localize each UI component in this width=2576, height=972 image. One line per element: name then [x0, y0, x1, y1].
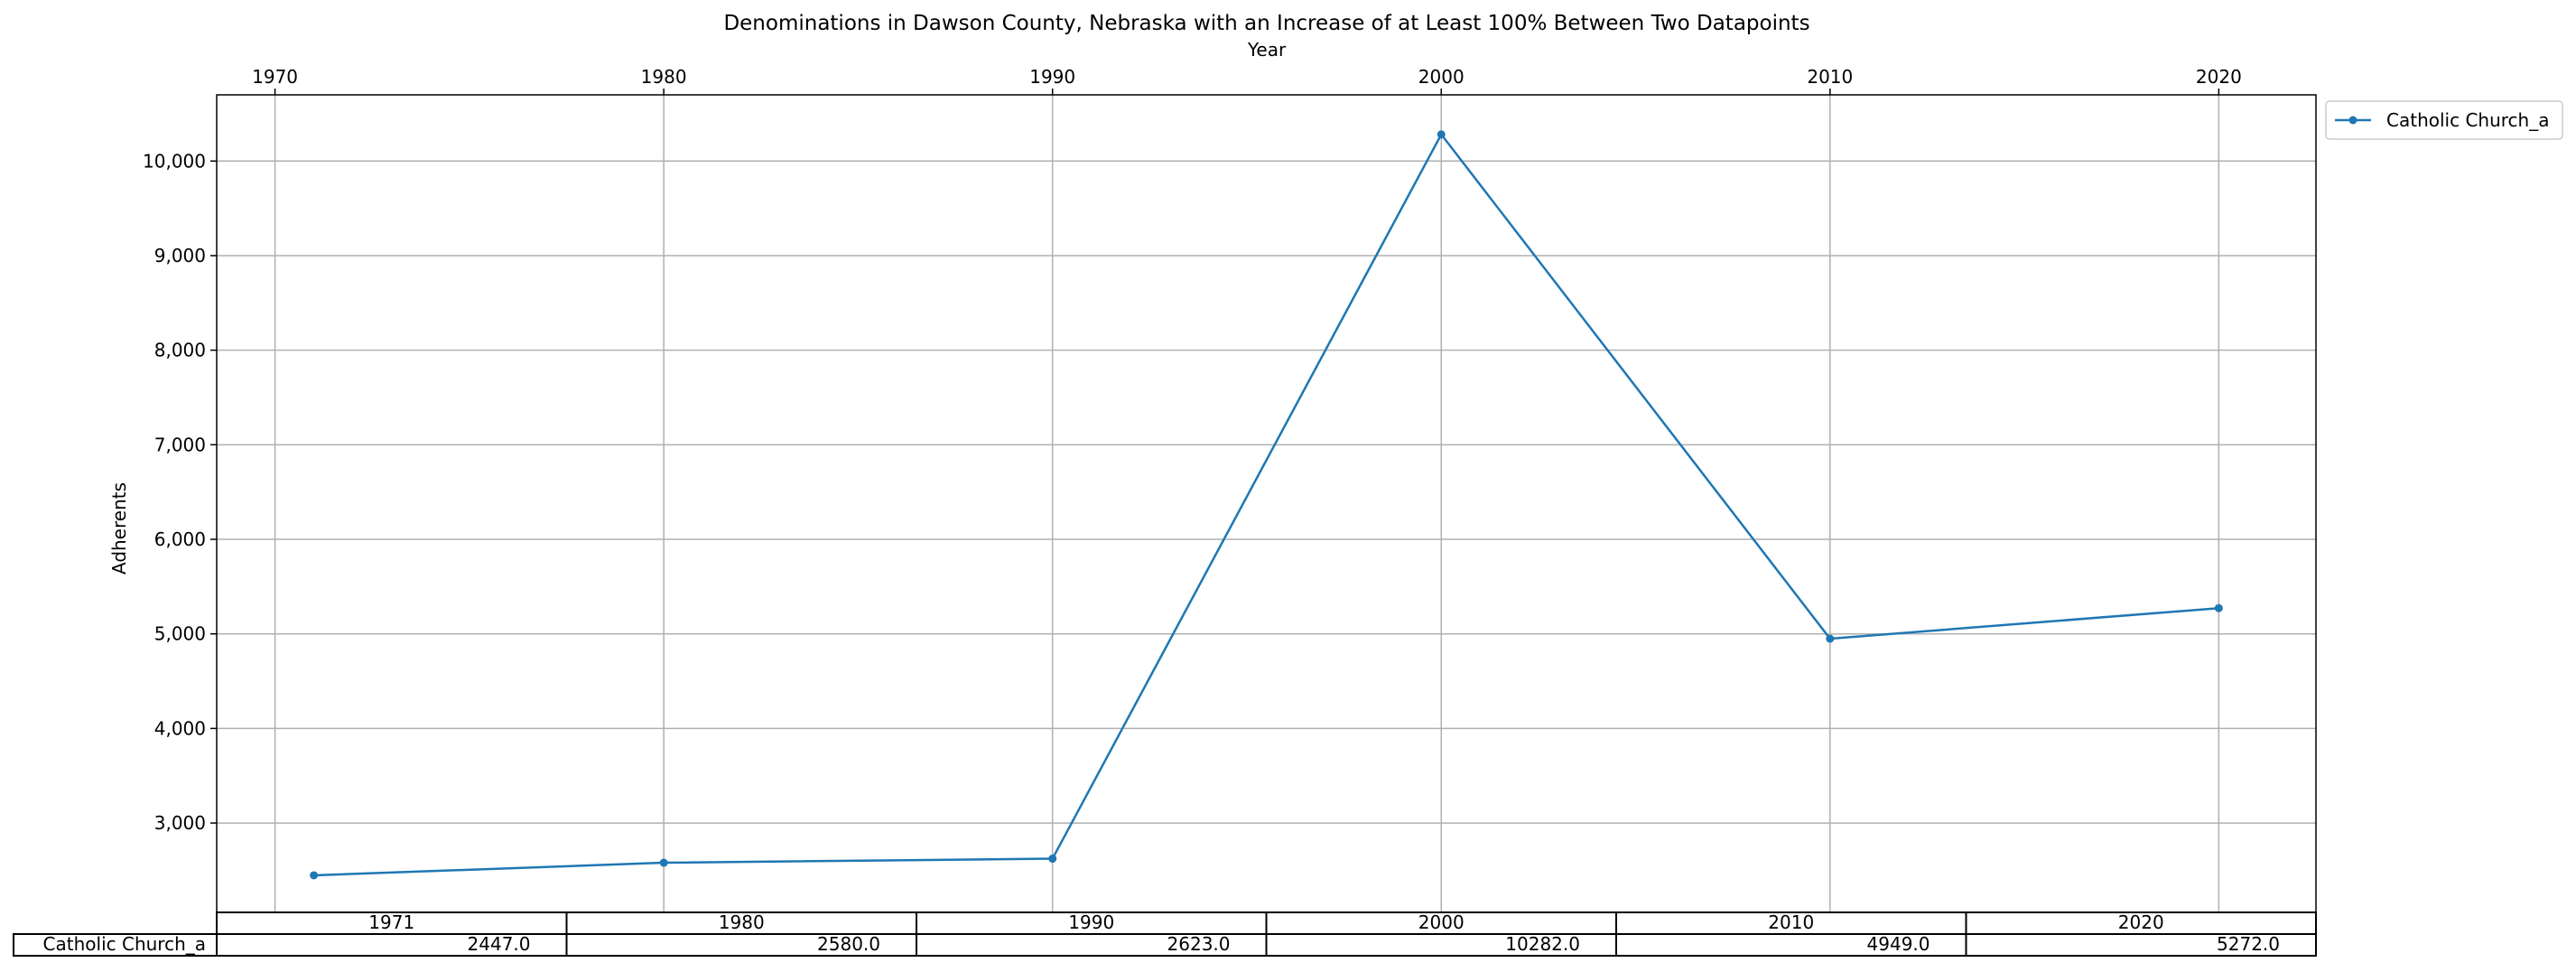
- table-cell: 4949.0: [1867, 933, 1930, 955]
- x-tick-label: 1970: [252, 66, 298, 88]
- table-col-header: 1971: [368, 911, 414, 933]
- x-axis-ticks: 1970 1980 1990 2000 2010 2020: [252, 66, 2242, 95]
- data-point: [1048, 855, 1057, 864]
- y-axis-ticks: 3,000 4,000 5,000 6,000 7,000 8,000 9,000 10,00…: [143, 150, 217, 834]
- table-col-header: 2010: [1768, 911, 1814, 933]
- y-tick-label: 7,000: [154, 434, 206, 455]
- legend-marker: [2348, 116, 2357, 125]
- y-tick-label: 10,000: [143, 150, 206, 172]
- legend-label: Catholic Church_a: [2386, 109, 2549, 131]
- y-tick-label: 8,000: [154, 340, 206, 361]
- y-tick-label: 4,000: [154, 717, 206, 739]
- y-tick-label: 6,000: [154, 528, 206, 550]
- x-tick-label: 1980: [641, 66, 687, 88]
- data-table: Catholic Church_a 2447.0 2580.0 2623.0 10282…: [13, 911, 2317, 957]
- table-col-header: 2000: [1418, 911, 1465, 933]
- y-tick-label: 5,000: [154, 623, 206, 645]
- table-row-label: Catholic Church_a: [43, 933, 206, 955]
- data-point: [1437, 130, 1446, 139]
- table-col-header: 2020: [2118, 911, 2164, 933]
- table-row: [13, 933, 2317, 957]
- legend-box: [2325, 100, 2563, 140]
- table-cell: 2580.0: [817, 933, 880, 955]
- x-tick-label: 2000: [1418, 66, 1465, 88]
- legend: Catholic Church_a: [2325, 100, 2563, 140]
- data-point: [1826, 634, 1835, 643]
- data-point: [659, 858, 668, 867]
- data-point: [310, 871, 319, 880]
- data-point: [2214, 603, 2223, 612]
- plot-frame: [216, 94, 2317, 913]
- chart-title: Denominations in Dawson County, Nebraska…: [723, 12, 1809, 35]
- grid: [217, 95, 2316, 912]
- x-tick-label: 2010: [1807, 66, 1853, 88]
- table-col-header: 1990: [1068, 911, 1114, 933]
- y-axis-label: Adherents: [108, 482, 130, 575]
- x-tick-label: 2020: [2196, 66, 2242, 88]
- series-group: [310, 130, 2223, 880]
- x-axis-label: Year: [1247, 39, 1287, 61]
- y-tick-label: 9,000: [154, 245, 206, 266]
- table-cell: 10282.0: [1505, 933, 1580, 955]
- table-cell: 5272.0: [2217, 933, 2280, 955]
- series-line: [313, 132, 2219, 877]
- x-tick-label: 1990: [1029, 66, 1075, 88]
- table-cell: 2447.0: [468, 933, 531, 955]
- table-cell: 2623.0: [1167, 933, 1231, 955]
- y-tick-label: 3,000: [154, 812, 206, 834]
- table-col-header: 1980: [719, 911, 765, 933]
